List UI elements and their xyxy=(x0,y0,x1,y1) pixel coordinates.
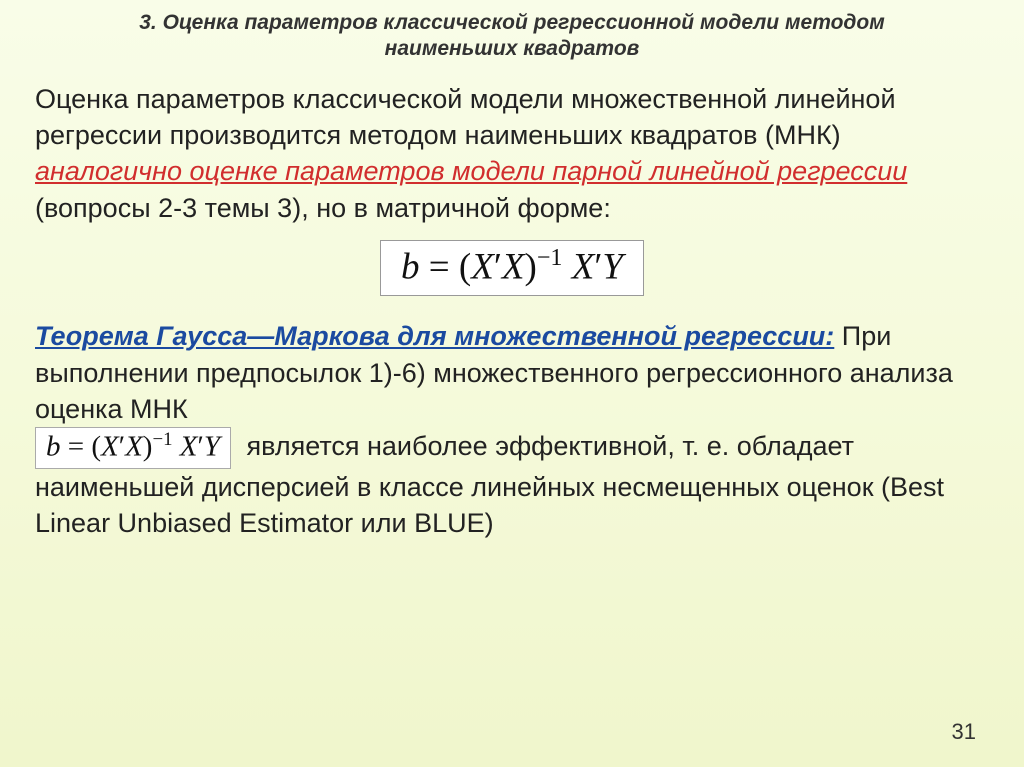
slide-body: Оценка параметров классической модели мн… xyxy=(35,81,989,542)
paragraph-intro: Оценка параметров классической модели мн… xyxy=(35,81,989,227)
theorem-paragraph: Теорема Гаусса—Маркова для множественной… xyxy=(35,318,989,542)
accent-red-phrase: аналогично оценке параметров модели парн… xyxy=(35,156,907,186)
formula-close: ) xyxy=(525,247,537,288)
formula-sup: −1 xyxy=(537,245,563,271)
formula-X1: X xyxy=(101,431,119,463)
theorem-label: Теорема Гаусса—Маркова для множественной… xyxy=(35,321,834,351)
text-run: Оценка параметров классической модели мн… xyxy=(35,84,896,150)
slide: 3. Оценка параметров классической регрес… xyxy=(0,0,1024,767)
formula-Y: Y xyxy=(602,247,623,288)
formula-X2: X xyxy=(502,247,525,288)
text-run: (вопросы 2-3 темы 3), но в матричной фор… xyxy=(35,193,611,223)
formula-Y: Y xyxy=(204,431,220,463)
formula-lhs: b xyxy=(46,431,61,463)
formula-display-wrapper: b = (X′X)−1 X′Y xyxy=(35,240,989,296)
formula-X3: X xyxy=(173,431,198,463)
formula-X1: X xyxy=(471,247,494,288)
formula-sup: −1 xyxy=(152,429,172,450)
formula-X3: X xyxy=(562,247,594,288)
formula-X2: X xyxy=(125,431,143,463)
page-number: 31 xyxy=(952,719,976,745)
formula-lhs: b xyxy=(401,247,420,288)
formula-main: b = (X′X)−1 X′Y xyxy=(380,240,644,296)
formula-eq: = ( xyxy=(61,431,102,463)
formula-eq: = ( xyxy=(420,247,472,288)
formula-prime1: ′ xyxy=(494,247,502,288)
slide-title: 3. Оценка параметров классической регрес… xyxy=(95,10,929,63)
formula-inline: b = (X′X)−1 X′Y xyxy=(35,427,231,469)
